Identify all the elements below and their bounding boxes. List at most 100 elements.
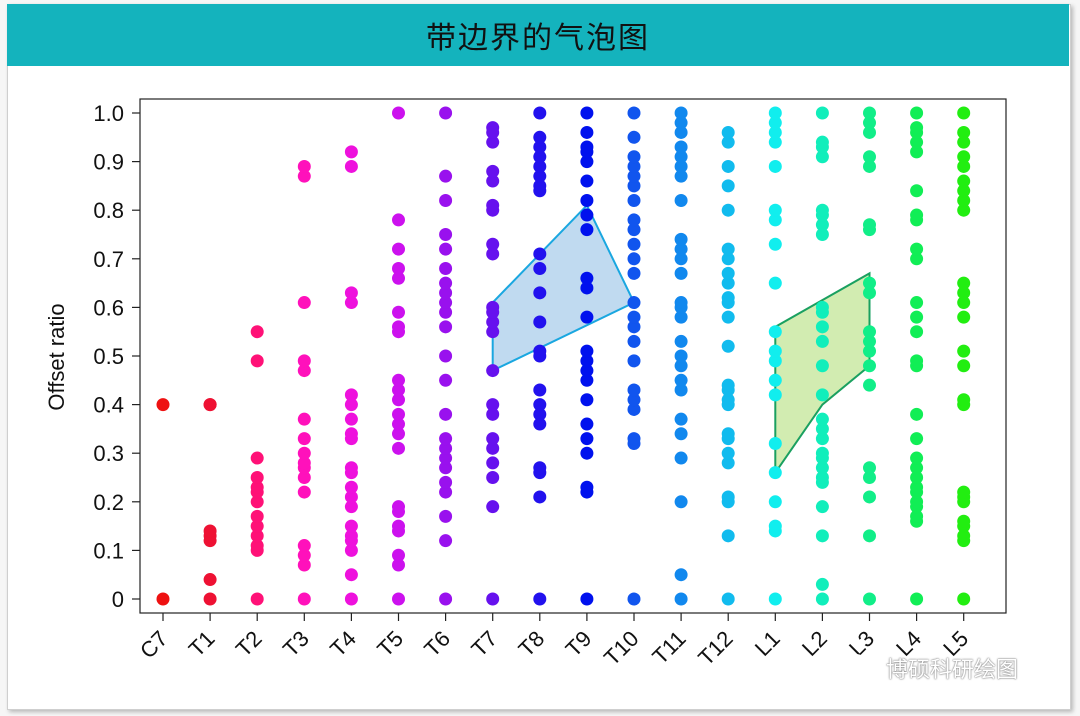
y-tick-label: 0	[112, 587, 124, 612]
point-t2	[250, 519, 264, 533]
point-t12	[721, 135, 735, 149]
point-l5	[957, 159, 971, 173]
point-t8	[533, 140, 547, 154]
point-t10	[627, 383, 641, 397]
point-t8	[533, 247, 547, 261]
point-t10	[627, 266, 641, 280]
point-t11	[674, 106, 688, 120]
point-t10	[627, 169, 641, 183]
point-l2	[815, 592, 829, 606]
x-tick-label: T2	[231, 626, 267, 662]
point-t12	[721, 125, 735, 139]
point-t1	[203, 524, 217, 538]
point-t8	[533, 383, 547, 397]
point-t11	[674, 242, 688, 256]
point-t12	[721, 310, 735, 324]
point-t3	[297, 364, 311, 378]
point-l5	[957, 514, 971, 528]
y-axis-label: Offset ratio	[44, 303, 69, 410]
point-t8	[533, 592, 547, 606]
point-t2	[250, 480, 264, 494]
point-t9	[580, 174, 594, 188]
point-t10	[627, 106, 641, 120]
point-t11	[674, 169, 688, 183]
point-l5	[957, 135, 971, 149]
point-t6	[439, 296, 453, 310]
point-t9	[580, 271, 594, 285]
point-t9	[580, 432, 594, 446]
point-t4	[344, 500, 358, 514]
point-t12	[721, 276, 735, 290]
point-t6	[439, 373, 453, 387]
point-t12	[721, 378, 735, 392]
point-t2	[250, 495, 264, 509]
point-l4	[910, 592, 924, 606]
point-t8	[533, 130, 547, 144]
point-t8	[533, 344, 547, 358]
point-t6	[439, 475, 453, 489]
point-t10	[627, 179, 641, 193]
x-tick-label: T9	[561, 626, 597, 662]
point-t10	[627, 432, 641, 446]
point-l1	[768, 203, 782, 217]
point-t6	[439, 461, 453, 475]
point-t6	[439, 441, 453, 455]
point-l3	[863, 125, 876, 139]
point-t11	[674, 568, 688, 582]
y-tick-label: 0.1	[93, 538, 124, 563]
point-t6	[439, 228, 453, 241]
point-t1	[203, 398, 217, 412]
point-t11	[674, 412, 688, 426]
point-l1	[768, 354, 782, 368]
point-t9	[580, 125, 594, 139]
boundary-polygon-1	[491, 203, 636, 373]
point-l1	[768, 325, 782, 339]
point-t10	[627, 193, 641, 207]
point-l4	[910, 495, 924, 509]
point-t4	[344, 480, 358, 494]
point-l1	[768, 466, 782, 480]
point-l5	[957, 174, 971, 188]
point-t6	[439, 407, 453, 421]
point-l4	[910, 184, 924, 198]
point-t11	[674, 125, 688, 139]
point-t5	[392, 262, 405, 276]
point-t12	[721, 159, 735, 173]
point-t7	[486, 407, 500, 421]
point-t12	[721, 339, 735, 353]
point-l2	[815, 135, 829, 149]
point-t11	[674, 373, 688, 387]
point-t10	[627, 223, 641, 237]
x-tick-label: T10	[599, 626, 643, 670]
point-t4	[344, 286, 358, 300]
point-t6	[439, 451, 453, 465]
point-t7	[486, 198, 500, 212]
point-t11	[674, 193, 688, 207]
point-t5	[392, 592, 405, 606]
point-t4	[344, 145, 358, 159]
x-tick-label: T4	[325, 626, 361, 662]
point-t10	[627, 334, 641, 348]
point-t10	[627, 252, 641, 266]
x-tick-label: T1	[184, 626, 220, 662]
point-t8	[533, 461, 547, 475]
point-l5	[957, 485, 971, 499]
y-tick-label: 0.5	[93, 344, 124, 369]
point-t3	[297, 558, 311, 572]
point-t9	[580, 208, 594, 222]
point-l2	[815, 228, 829, 241]
point-t11	[674, 252, 688, 266]
point-l4	[910, 407, 924, 421]
point-t6	[439, 349, 453, 363]
point-t4	[344, 296, 358, 310]
point-t9	[580, 480, 594, 494]
point-l4	[910, 310, 924, 324]
point-l3	[863, 276, 876, 290]
point-t11	[674, 592, 688, 606]
y-tick-label: 1.0	[93, 101, 124, 126]
point-l4	[910, 432, 924, 446]
point-l4	[910, 145, 924, 159]
point-t8	[533, 150, 547, 164]
point-t3	[297, 296, 311, 310]
point-l2	[815, 203, 829, 217]
